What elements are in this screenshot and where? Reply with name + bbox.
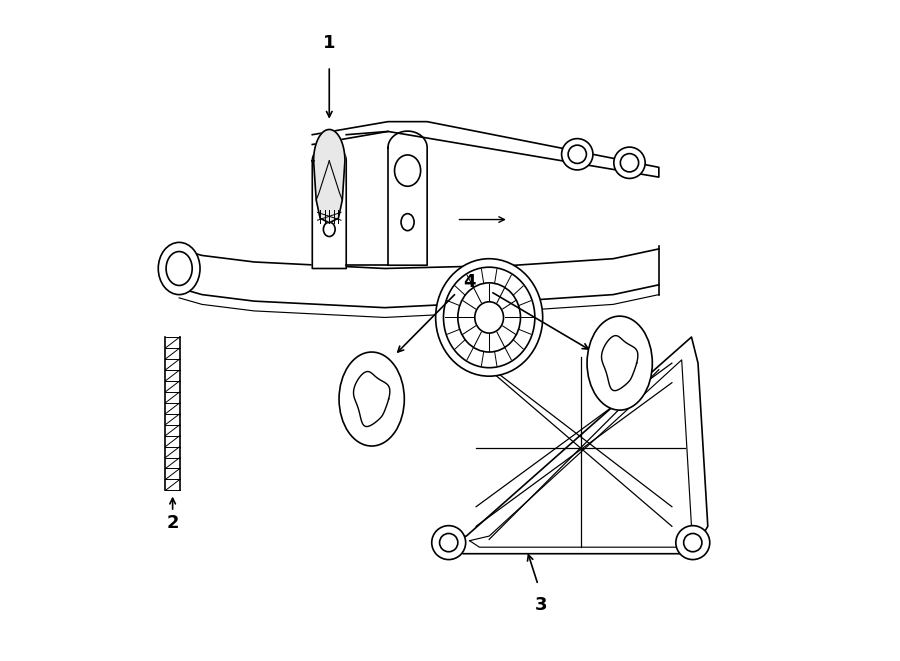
Ellipse shape bbox=[676, 525, 710, 560]
Polygon shape bbox=[312, 145, 346, 268]
Ellipse shape bbox=[562, 139, 593, 170]
Ellipse shape bbox=[436, 258, 543, 376]
Polygon shape bbox=[312, 122, 659, 177]
Polygon shape bbox=[354, 371, 390, 426]
Polygon shape bbox=[313, 130, 345, 223]
Ellipse shape bbox=[432, 525, 465, 560]
Polygon shape bbox=[388, 131, 427, 265]
Polygon shape bbox=[601, 336, 638, 391]
Text: 2: 2 bbox=[166, 514, 179, 532]
Text: 4: 4 bbox=[464, 272, 476, 291]
Text: 1: 1 bbox=[323, 34, 336, 52]
Ellipse shape bbox=[587, 316, 652, 410]
Ellipse shape bbox=[614, 147, 645, 178]
Text: 3: 3 bbox=[536, 596, 547, 613]
Ellipse shape bbox=[158, 243, 200, 295]
Polygon shape bbox=[444, 337, 707, 554]
Ellipse shape bbox=[339, 352, 404, 446]
